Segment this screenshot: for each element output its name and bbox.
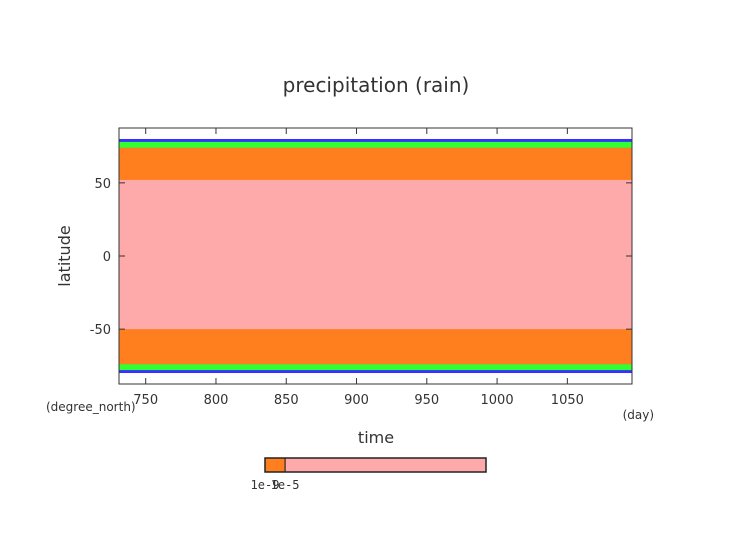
x-tick-label: 950 (414, 393, 439, 408)
colorbar-segment (264, 457, 286, 473)
y-tick-label: -50 (90, 323, 111, 338)
x-axis-label: time (358, 428, 394, 447)
y-tick-label: 0 (103, 250, 111, 265)
y-axis-label: latitude (55, 225, 74, 286)
x-tick-label: 800 (204, 393, 229, 408)
x-tick-label: 1000 (481, 393, 514, 408)
chart-title: precipitation (rain) (283, 73, 470, 97)
x-tick-label: 900 (344, 393, 369, 408)
contour-band (119, 179, 632, 330)
colorbar-tick-label: 1e-9 (251, 478, 280, 492)
colorbar-tick-label: 1e-5 (271, 478, 300, 492)
y-unit: (degree_north) (46, 400, 136, 414)
y-tick-label: 50 (94, 177, 111, 192)
x-tick-label: 850 (274, 393, 299, 408)
x-tick-label: 1050 (551, 393, 584, 408)
colorbar-segment (284, 457, 487, 473)
x-tick-label: 750 (133, 393, 158, 408)
x-unit: (day) (623, 408, 654, 422)
